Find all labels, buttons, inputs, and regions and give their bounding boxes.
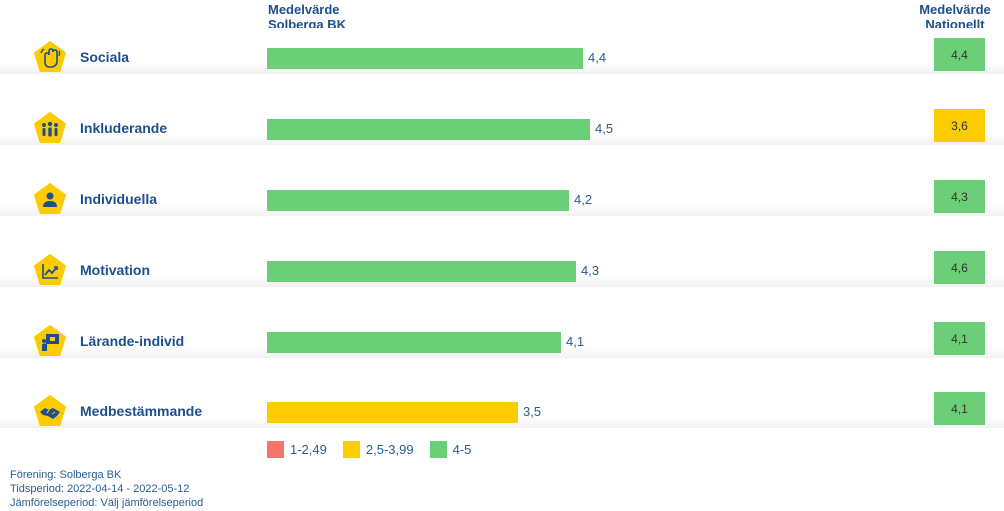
national-value-box: 4,1 [934, 322, 985, 355]
bar-local [267, 48, 583, 69]
local-header-line1: Medelvärde [268, 2, 340, 17]
legend: 1-2,49 2,5-3,99 4-5 [267, 441, 487, 458]
learning-board-icon [33, 325, 67, 359]
bar-local [267, 332, 561, 353]
category-label: Inkluderande [80, 120, 168, 136]
national-header-line1: Medelvärde [919, 2, 991, 17]
footer-info: Förening: Solberga BK Tidsperiod: 2022-0… [10, 468, 203, 510]
bar-local [267, 402, 518, 423]
handshake-icon [33, 395, 67, 429]
bar-local [267, 190, 569, 211]
legend-item: 2,5-3,99 [342, 441, 414, 458]
legend-swatch [342, 441, 360, 458]
trend-chart-icon [33, 254, 67, 288]
bar-value-label: 4,4 [588, 50, 607, 65]
legend-label: 2,5-3,99 [365, 442, 414, 457]
bar-value-label: 4,3 [581, 263, 600, 278]
footer-jamforelse: Jämförelseperiod: Välj jämförelseperiod [10, 497, 204, 509]
national-value-box: 4,1 [934, 392, 985, 425]
legend-item: 4-5 [429, 441, 472, 458]
legend-item: 1-2,49 [267, 441, 327, 458]
national-value-box: 4,6 [934, 251, 985, 284]
bar-local [267, 261, 576, 282]
category-label: Individuella [80, 191, 158, 207]
legend-label: 1-2,49 [290, 442, 327, 457]
legend-label: 4-5 [452, 442, 472, 457]
bar-value-label: 3,5 [523, 404, 542, 419]
legend-swatch [267, 441, 284, 458]
person-icon [33, 183, 67, 217]
national-value-box: 4,3 [934, 180, 985, 213]
category-label: Motivation [80, 262, 150, 278]
legend-swatch [429, 441, 447, 458]
footer-forening: Förening: Solberga BK [10, 469, 122, 481]
group-people-icon [33, 112, 67, 146]
hand-wave-icon [33, 41, 67, 75]
category-label: Lärande-individ [80, 333, 185, 349]
bar-value-label: 4,2 [574, 192, 593, 207]
category-label: Sociala [80, 49, 130, 65]
bar-local [267, 119, 590, 140]
national-value-box: 3,6 [934, 109, 985, 142]
bar-value-label: 4,1 [566, 334, 585, 349]
footer-tidsperiod: Tidsperiod: 2022-04-14 - 2022-05-12 [10, 483, 190, 495]
bar-value-label: 4,5 [595, 121, 614, 136]
category-label: Medbestämmande [80, 403, 203, 419]
national-value-box: 4,4 [934, 38, 985, 71]
